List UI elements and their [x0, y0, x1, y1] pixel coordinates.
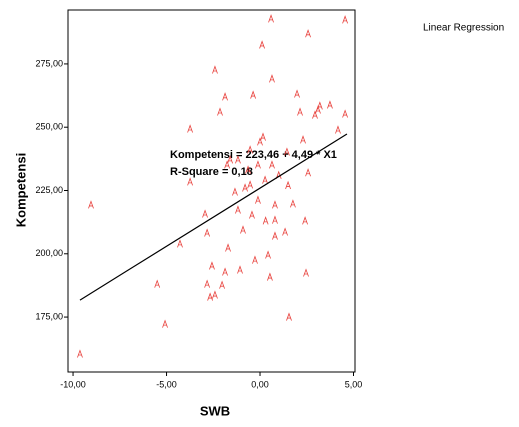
point [217, 107, 223, 116]
point [294, 89, 300, 98]
point [209, 261, 215, 270]
point [282, 227, 288, 236]
point [212, 290, 218, 299]
y-tick-label: 225,00 [35, 185, 63, 195]
point [237, 265, 243, 274]
point [212, 65, 218, 74]
point [300, 135, 306, 144]
point [265, 250, 271, 259]
point [257, 137, 263, 146]
point [77, 349, 83, 358]
point [268, 14, 274, 23]
point [202, 209, 208, 218]
point [267, 272, 273, 281]
point [302, 216, 308, 225]
point [262, 216, 269, 225]
point [327, 100, 333, 109]
point [305, 29, 311, 38]
point [225, 243, 231, 252]
x-tick-label: 0,00 [251, 379, 269, 389]
y-tick-label: 250,00 [35, 122, 63, 132]
point [88, 200, 94, 209]
x-axis-label: SWB [200, 403, 230, 418]
point [187, 124, 193, 133]
point [255, 160, 261, 169]
point [224, 160, 230, 169]
y-axis-label: Kompetensi [13, 153, 28, 227]
point [222, 92, 228, 101]
point [227, 155, 233, 164]
point [235, 155, 241, 164]
point [335, 125, 341, 134]
point [207, 292, 213, 301]
point [284, 147, 290, 156]
point [204, 279, 210, 288]
point [245, 165, 251, 174]
x-tick-label: -5,00 [156, 379, 177, 389]
point [316, 101, 323, 110]
side-title: Linear Regression [423, 23, 504, 34]
point [297, 107, 303, 116]
point [249, 210, 255, 219]
regression-line [79, 133, 348, 301]
point [305, 168, 311, 177]
y-tick-label: 275,00 [35, 58, 63, 68]
point [247, 145, 253, 154]
point [247, 180, 253, 189]
point [312, 110, 318, 119]
point [303, 268, 309, 277]
point [272, 231, 278, 240]
point [187, 177, 193, 186]
point [242, 183, 248, 192]
y-tick-label: 175,00 [35, 311, 63, 321]
point [232, 187, 238, 196]
point [162, 319, 168, 328]
point [250, 90, 256, 99]
point [285, 180, 291, 190]
point [252, 255, 258, 264]
regression-equation: Kompetensi = 223,46 + 4,49 * X1 [170, 149, 337, 161]
r-square: R-Square = 0,18 [170, 166, 253, 178]
point [272, 200, 278, 209]
x-tick-label: -10,00 [60, 379, 86, 389]
point [259, 40, 265, 49]
point [177, 239, 183, 248]
point [286, 312, 292, 321]
point [290, 199, 296, 208]
point [272, 215, 278, 224]
point [154, 279, 161, 288]
plot-frame [67, 9, 356, 373]
point [219, 280, 225, 289]
point [342, 109, 348, 118]
point [269, 74, 275, 83]
point [255, 195, 261, 204]
point [260, 132, 266, 141]
point [262, 175, 268, 184]
point [342, 15, 348, 24]
y-tick-label: 200,00 [35, 248, 63, 258]
point [222, 267, 228, 276]
point [240, 225, 246, 234]
point [204, 228, 210, 237]
point [235, 205, 241, 214]
point [269, 160, 275, 169]
x-tick-label: 5,00 [345, 379, 363, 389]
